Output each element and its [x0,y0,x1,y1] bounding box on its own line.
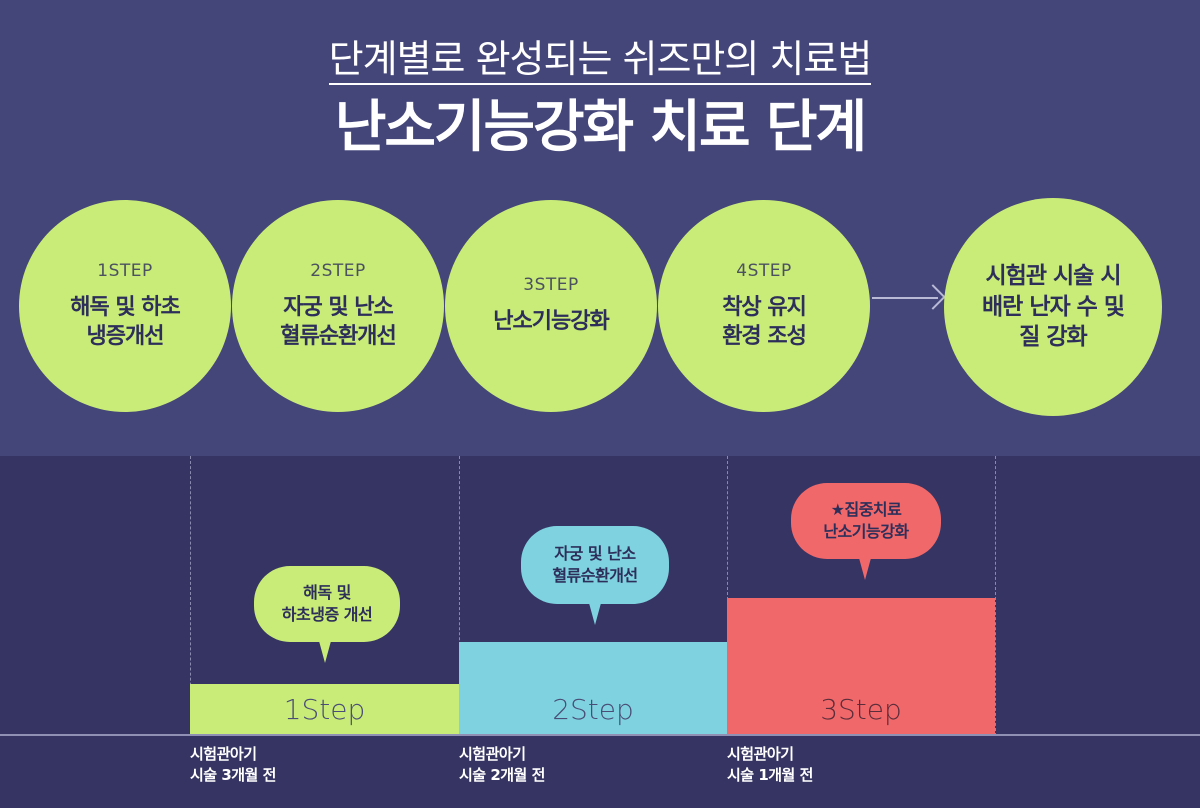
speech-bubble-tail [319,641,331,663]
step-number: 2STEP [310,260,366,281]
step-number: 1STEP [97,260,153,281]
time-label-1: 시험관아기 시술 3개월 전 [190,745,276,784]
arrow-line [872,297,938,299]
time-label-2: 시험관아기 시술 2개월 전 [459,745,545,784]
grid-line [995,456,996,736]
speech-bubble-2: 자궁 및 난소 혈류순환개선 [521,526,669,604]
subtitle-text: 단계별로 완성되는 쉬즈만의 치료법 [328,37,872,85]
bar-label: 1Step [283,693,366,726]
speech-bubble-tail [589,603,601,625]
speech-bubble-1: 해독 및 하초냉증 개선 [254,566,400,642]
step-circle-4: 4STEP 착상 유지 환경 조성 [658,200,870,412]
step-number: 4STEP [736,260,792,281]
page-title: 난소기능강화 치료 단계 [334,95,867,160]
bar-label: 2Step [552,693,634,726]
subtitle: 단계별로 완성되는 쉬즈만의 치료법 [0,28,1200,85]
time-label-3: 시험관아기 시술 1개월 전 [727,745,813,784]
step-circle-3: 3STEP 난소기능강화 [445,200,657,412]
step-number: 3STEP [523,275,579,296]
timeline-bar-3: 3Step [727,598,995,734]
timeline-bar-1: 1Step [190,684,459,734]
grid-line [190,456,191,736]
step-circle-1: 1STEP 해독 및 하초 냉증개선 [19,200,231,412]
step-circle-2: 2STEP 자궁 및 난소 혈류순환개선 [232,200,444,412]
grid-line [727,456,728,736]
result-circle: 시험관 시술 시 배란 난자 수 및 질 강화 [944,198,1162,416]
bar-label: 3Step [820,693,902,726]
timeline-baseline [0,734,1200,736]
step-label: 해독 및 하초 냉증개선 [70,294,181,349]
result-label: 시험관 시술 시 배란 난자 수 및 질 강화 [982,263,1125,351]
step-label: 착상 유지 환경 조성 [722,294,807,349]
step-label: 난소기능강화 [493,309,609,335]
timeline-section [0,456,1200,808]
speech-bubble-tail [859,558,871,580]
step-label: 자궁 및 난소 혈류순환개선 [280,294,396,349]
timeline-bar-2: 2Step [459,642,727,734]
speech-bubble-3: ★집중치료 난소기능강화 [791,483,941,559]
grid-line [459,456,460,736]
